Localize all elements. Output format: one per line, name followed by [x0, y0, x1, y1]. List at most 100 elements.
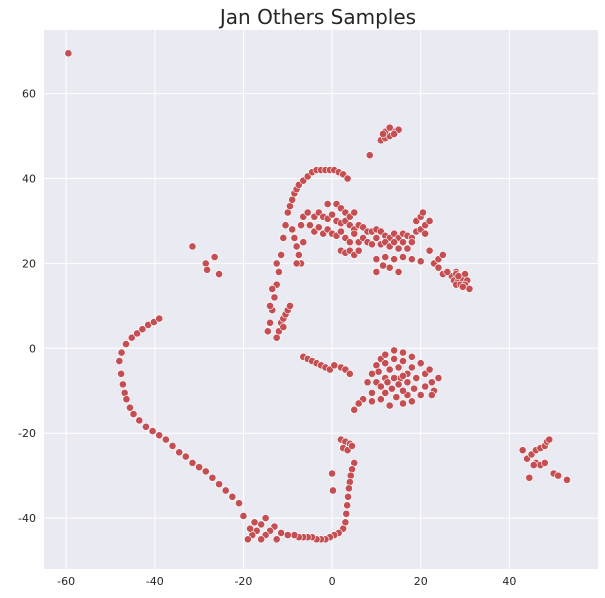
scatter-point: [416, 359, 425, 368]
scatter-point: [419, 208, 427, 217]
y-tick-label: 0: [29, 342, 36, 355]
scatter-point: [344, 492, 352, 501]
scatter-point: [381, 359, 390, 368]
scatter-point: [122, 340, 130, 348]
scatter-point: [427, 391, 436, 399]
scatter-point: [221, 486, 230, 495]
scatter-point: [272, 333, 281, 342]
y-axis-ticks: 60 40 20 0 -20 -40: [18, 88, 36, 525]
scatter-point: [399, 238, 407, 247]
scatter-point: [374, 367, 383, 376]
scatter-point: [390, 238, 399, 247]
x-tick-label: -60: [57, 575, 75, 588]
scatter-point: [407, 352, 416, 361]
scatter-point: [268, 284, 277, 293]
scatter-point: [350, 229, 359, 238]
scatter-point: [394, 244, 403, 253]
scatter-point: [376, 395, 385, 404]
scatter-point: [215, 480, 223, 489]
scatter-point: [399, 399, 407, 408]
scatter-point: [407, 397, 416, 406]
scatter-point: [379, 261, 387, 270]
scatter-point: [407, 255, 416, 264]
scatter-point: [443, 268, 452, 276]
scatter-point: [345, 484, 353, 493]
scatter-point: [306, 221, 314, 230]
scatter-point: [372, 268, 381, 276]
scatter-point: [270, 293, 279, 302]
scatter-point: [263, 327, 272, 336]
scatter-point: [279, 323, 288, 331]
scatter-point: [385, 401, 394, 410]
scatter-point: [126, 403, 134, 412]
scatter-point: [122, 395, 131, 404]
chart-title: Jan Others Samples: [218, 5, 416, 29]
x-tick-label: 40: [502, 575, 516, 588]
scatter-point: [117, 348, 126, 357]
scatter-point: [518, 446, 527, 455]
plot-area: [44, 30, 598, 569]
scatter-point: [399, 253, 407, 261]
scatter-point: [323, 200, 332, 208]
scatter-point: [425, 365, 434, 374]
scatter-point: [328, 210, 336, 219]
scatter-point: [142, 422, 150, 431]
scatter-point: [399, 371, 407, 380]
scatter-point: [416, 391, 425, 399]
scatter-point: [203, 265, 211, 274]
scatter-point: [412, 374, 421, 382]
y-tick-label: 20: [22, 257, 36, 270]
scatter-point: [465, 284, 474, 293]
scatter-point: [243, 535, 252, 544]
scatter-point: [337, 227, 345, 236]
scatter-point: [292, 259, 301, 268]
scatter-point: [228, 492, 237, 501]
scatter-point: [438, 251, 447, 259]
x-tick-label: -20: [234, 575, 252, 588]
scatter-point: [148, 427, 157, 435]
scatter-point: [529, 461, 538, 469]
scatter-point: [288, 225, 297, 234]
scatter-point: [345, 369, 354, 378]
scatter-point: [250, 518, 259, 527]
scatter-point: [416, 257, 425, 266]
scatter-point: [379, 130, 387, 138]
scatter-point: [215, 270, 223, 278]
y-tick-label: 40: [22, 173, 36, 186]
scatter-point: [274, 268, 283, 276]
scatter-point: [246, 524, 254, 533]
scatter-point: [381, 388, 390, 397]
grid-lines: [44, 30, 598, 569]
scatter-point: [117, 369, 126, 378]
scatter-point: [394, 380, 403, 389]
scatter-point: [129, 410, 138, 418]
scatter-point: [410, 384, 418, 393]
scatter-point: [545, 435, 554, 444]
scatter-point: [330, 361, 339, 370]
scatter-point: [454, 272, 463, 281]
scatter-point: [376, 382, 385, 391]
scatter-point: [277, 529, 286, 537]
scatter-point: [297, 221, 305, 230]
scatter-point: [525, 473, 534, 482]
y-tick-label: 60: [22, 88, 36, 101]
scatter-point: [425, 246, 434, 255]
scatter-point: [266, 318, 274, 327]
x-axis-ticks: -60 -40 -20 0 20 40: [57, 575, 516, 588]
scatter-point: [385, 263, 394, 272]
scatter-point: [372, 255, 381, 264]
scatter-point: [554, 471, 563, 480]
scatter-point: [345, 238, 354, 247]
scatter-point: [257, 520, 266, 529]
scatter-point: [385, 365, 394, 374]
scatter-point: [434, 374, 443, 382]
scatter-point: [135, 416, 144, 425]
scatter-point: [392, 393, 401, 402]
scatter-point: [292, 242, 301, 251]
scatter-point: [328, 469, 336, 478]
scatter-point: [394, 268, 403, 276]
scatter-point: [390, 130, 399, 138]
scatter-point: [421, 229, 430, 238]
scatter-point: [540, 458, 549, 467]
